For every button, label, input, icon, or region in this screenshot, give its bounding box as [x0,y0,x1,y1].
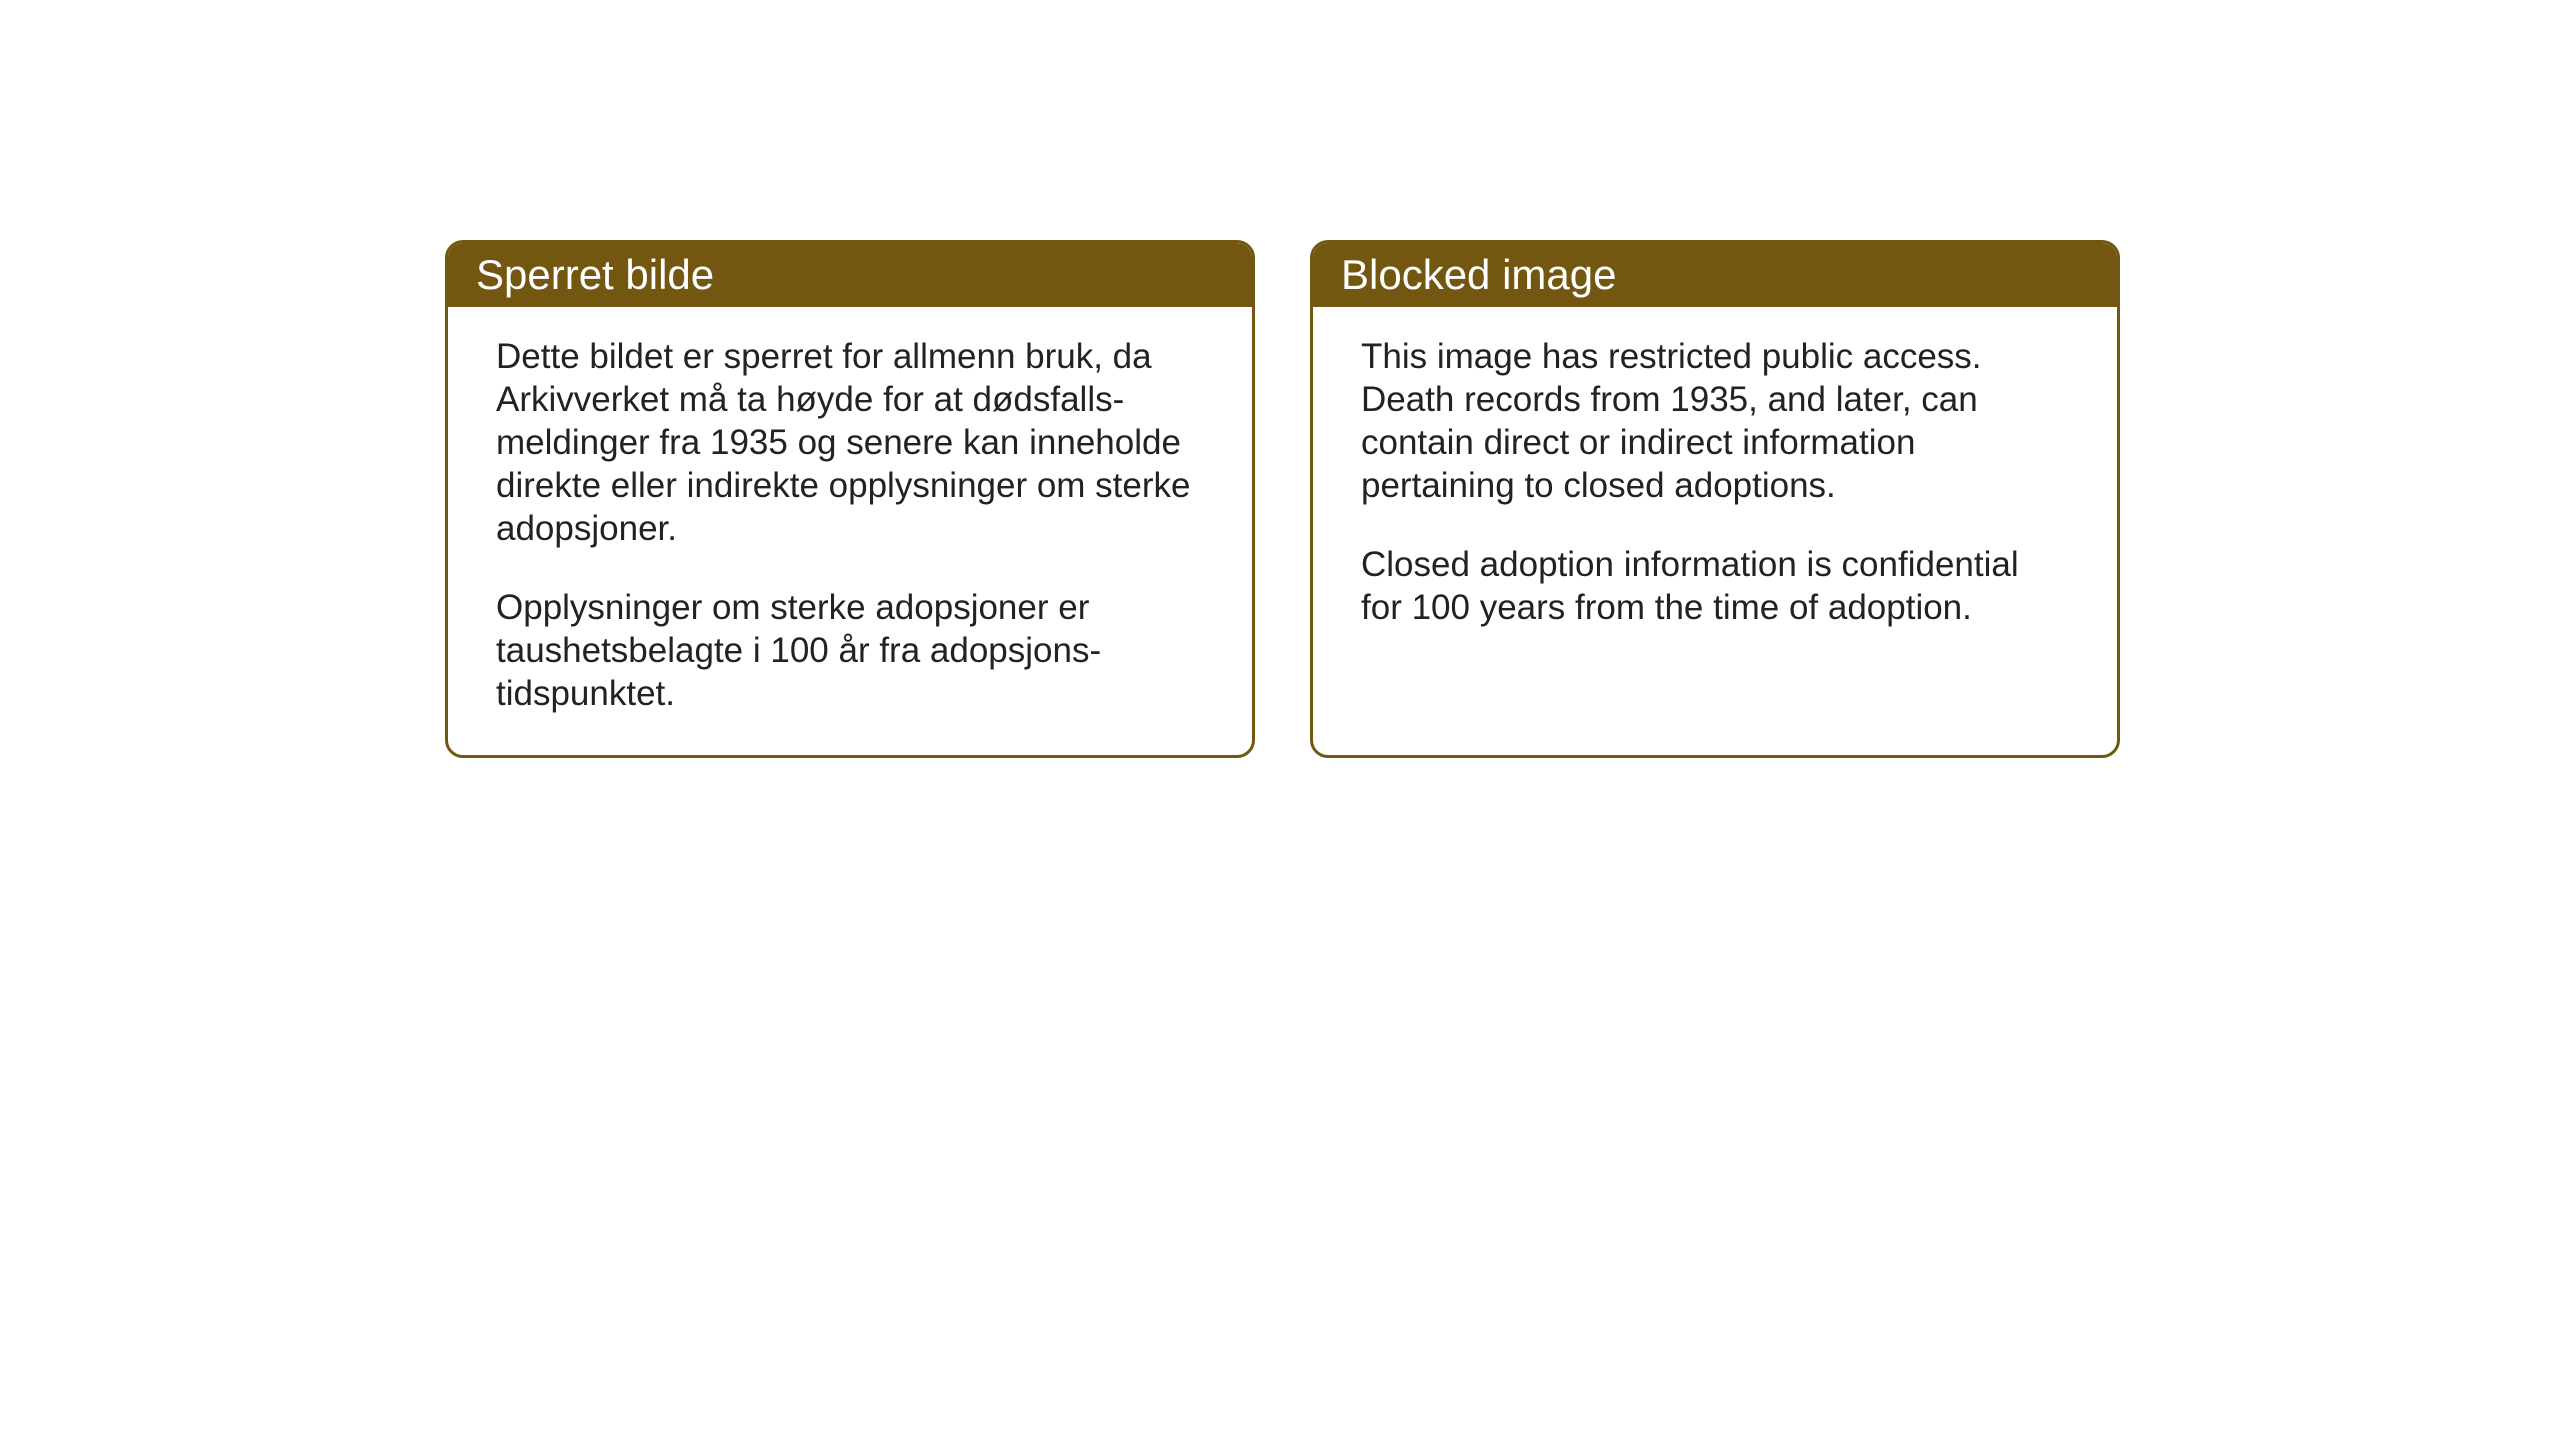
card-norwegian-paragraph-2: Opplysninger om sterke adopsjoner er tau… [496,586,1204,715]
card-norwegian-body: Dette bildet er sperret for allmenn bruk… [448,307,1252,755]
card-english-title: Blocked image [1341,251,1616,298]
card-norwegian-header: Sperret bilde [448,243,1252,307]
card-english-paragraph-1: This image has restricted public access.… [1361,335,2069,507]
card-english: Blocked image This image has restricted … [1310,240,2120,758]
cards-container: Sperret bilde Dette bildet er sperret fo… [445,240,2120,758]
card-english-paragraph-2: Closed adoption information is confident… [1361,543,2069,629]
card-norwegian-paragraph-1: Dette bildet er sperret for allmenn bruk… [496,335,1204,550]
card-norwegian-title: Sperret bilde [476,251,714,298]
card-norwegian: Sperret bilde Dette bildet er sperret fo… [445,240,1255,758]
card-english-body: This image has restricted public access.… [1313,307,2117,669]
card-english-header: Blocked image [1313,243,2117,307]
